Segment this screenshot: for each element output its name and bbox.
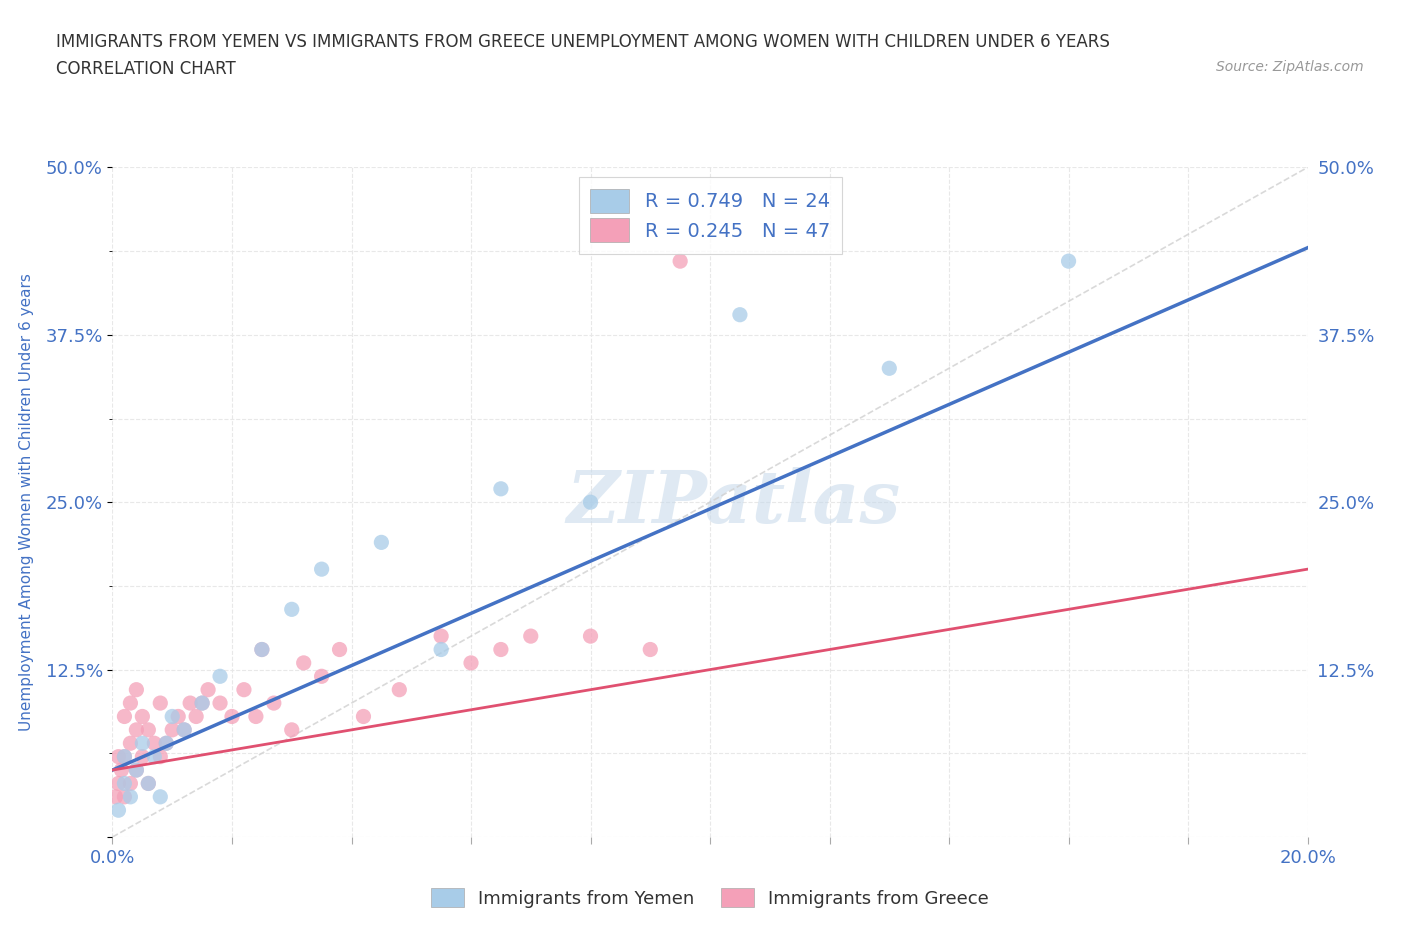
Point <box>114 750 135 764</box>
Point <box>245 709 267 724</box>
Point <box>430 642 453 657</box>
Point <box>489 642 512 657</box>
Point <box>131 736 153 751</box>
Point <box>125 723 148 737</box>
Point <box>131 750 153 764</box>
Point <box>120 776 142 790</box>
Point <box>107 750 129 764</box>
Point <box>430 629 453 644</box>
Point <box>120 736 142 751</box>
Point <box>191 696 214 711</box>
Point <box>579 495 602 510</box>
Point <box>579 629 602 644</box>
Point <box>281 602 304 617</box>
Point <box>877 361 901 376</box>
Point <box>520 629 543 644</box>
Point <box>155 736 177 751</box>
Point <box>114 790 135 804</box>
Point <box>138 776 160 790</box>
Point <box>138 723 160 737</box>
Point <box>162 709 183 724</box>
Point <box>104 790 127 804</box>
Point <box>167 709 190 724</box>
Point <box>131 709 153 724</box>
Point <box>352 709 374 724</box>
Text: Source: ZipAtlas.com: Source: ZipAtlas.com <box>1216 60 1364 74</box>
Point <box>311 562 333 577</box>
Point <box>728 307 751 322</box>
Point <box>191 696 214 711</box>
Point <box>388 683 411 698</box>
Point <box>250 642 273 657</box>
Text: CORRELATION CHART: CORRELATION CHART <box>56 60 236 78</box>
Point <box>460 656 482 671</box>
Point <box>107 803 129 817</box>
Point <box>208 669 231 684</box>
Point <box>120 696 142 711</box>
Point <box>197 683 219 698</box>
Point <box>125 763 148 777</box>
Point <box>208 696 231 711</box>
Point <box>125 683 148 698</box>
Point <box>138 776 160 790</box>
Point <box>179 696 201 711</box>
Point <box>155 736 177 751</box>
Point <box>173 723 195 737</box>
Point <box>489 482 512 497</box>
Point <box>110 763 132 777</box>
Point <box>370 535 392 550</box>
Point <box>143 736 166 751</box>
Point <box>669 254 692 269</box>
Point <box>292 656 315 671</box>
Point <box>107 776 129 790</box>
Text: IMMIGRANTS FROM YEMEN VS IMMIGRANTS FROM GREECE UNEMPLOYMENT AMONG WOMEN WITH CH: IMMIGRANTS FROM YEMEN VS IMMIGRANTS FROM… <box>56 33 1111 50</box>
Point <box>120 790 142 804</box>
Text: ZIPatlas: ZIPatlas <box>567 467 901 538</box>
Point <box>328 642 352 657</box>
Legend: Immigrants from Yemen, Immigrants from Greece: Immigrants from Yemen, Immigrants from G… <box>423 882 997 915</box>
Point <box>149 750 172 764</box>
Point <box>232 683 256 698</box>
Point <box>281 723 304 737</box>
Point <box>638 642 662 657</box>
Point <box>162 723 183 737</box>
Y-axis label: Unemployment Among Women with Children Under 6 years: Unemployment Among Women with Children U… <box>20 273 34 731</box>
Point <box>125 763 148 777</box>
Point <box>173 723 195 737</box>
Point <box>1057 254 1080 269</box>
Point <box>149 696 172 711</box>
Point <box>149 790 172 804</box>
Point <box>114 709 135 724</box>
Point <box>263 696 285 711</box>
Point <box>143 750 166 764</box>
Point <box>221 709 243 724</box>
Point <box>114 750 135 764</box>
Point <box>250 642 273 657</box>
Point <box>311 669 333 684</box>
Point <box>186 709 208 724</box>
Point <box>114 776 135 790</box>
